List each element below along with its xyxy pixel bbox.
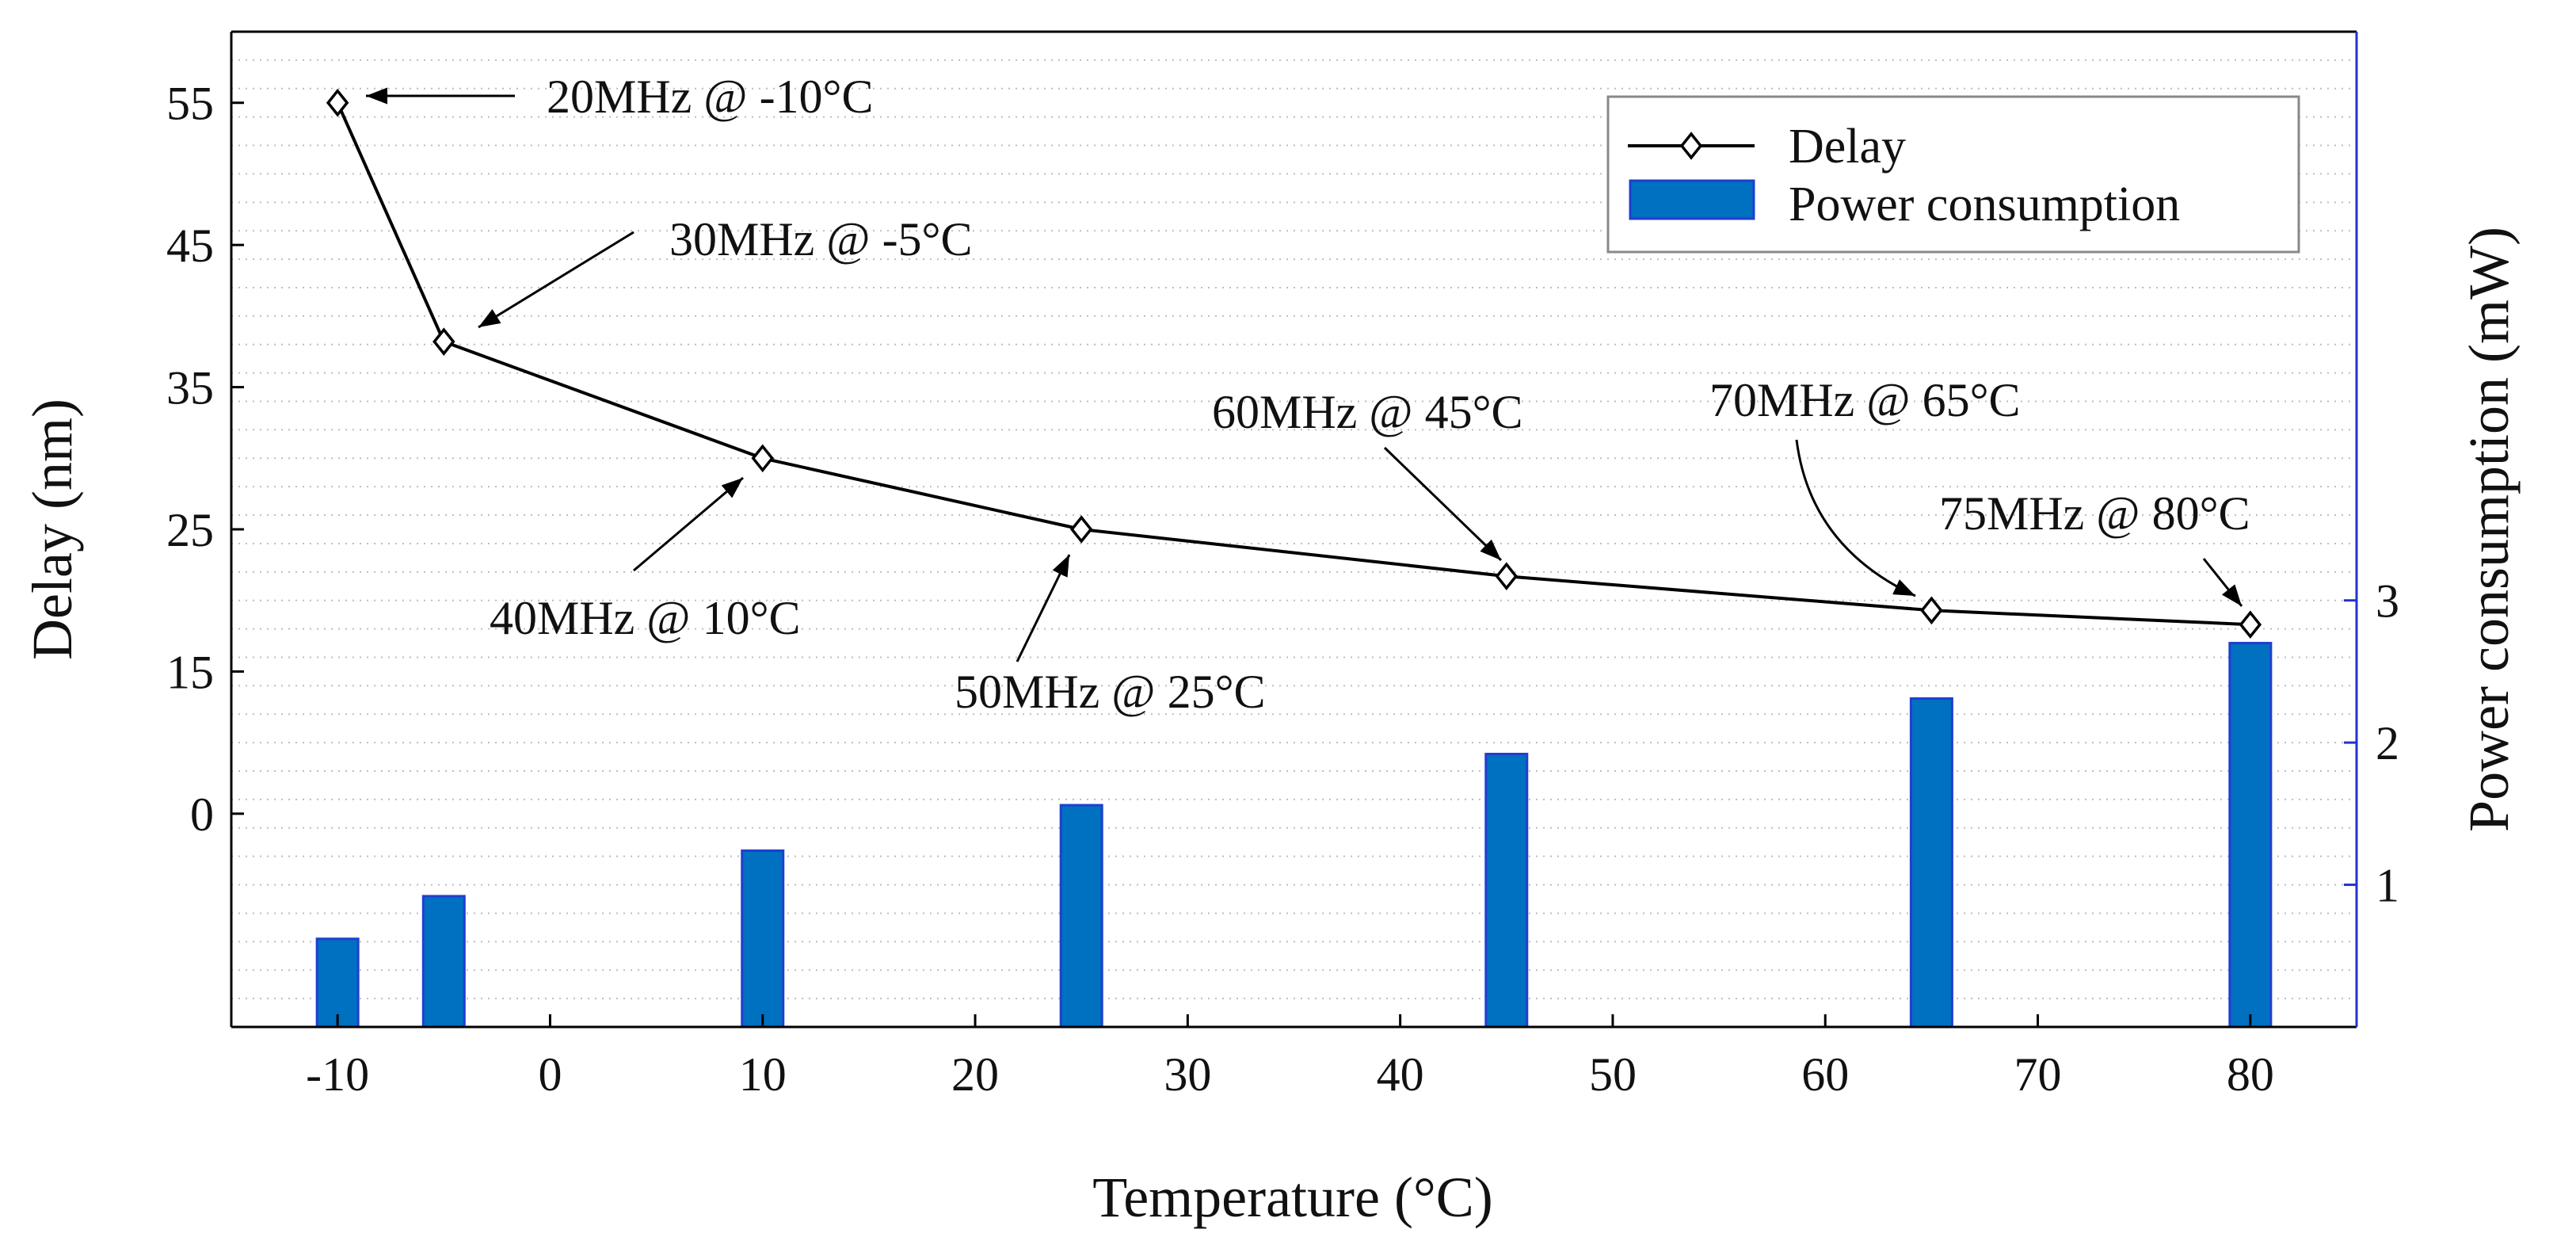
annotation-label: 75MHz @ 80°C [1939, 487, 2250, 540]
power-bar [1484, 752, 1529, 1029]
annotation-arrow [1383, 446, 1503, 562]
y-left-tick-label: 0 [190, 788, 214, 841]
annotation-label: 70MHz @ 65°C [1709, 374, 2021, 426]
annotation-label: 30MHz @ -5°C [669, 213, 973, 265]
annotation-arrow [1795, 439, 1916, 597]
annotation-label: 40MHz @ 10°C [490, 592, 801, 644]
annotation-label: 50MHz @ 25°C [955, 666, 1266, 718]
annotation-label: 60MHz @ 45°C [1212, 386, 1523, 438]
annotation-arrow [2202, 558, 2243, 607]
y-left-tick-label: 25 [166, 504, 214, 556]
legend: Delay Power consumption [1606, 95, 2300, 254]
delay-line [326, 88, 2262, 639]
power-bar [1059, 803, 1103, 1029]
x-axis-title: Temperature (°C) [1092, 1166, 1493, 1229]
delay-marker [326, 88, 349, 117]
left-axis-ticks: 55 45 35 25 15 0 [166, 78, 244, 841]
x-tick-label: 50 [1589, 1048, 1637, 1101]
legend-delay-label: Delay [1789, 120, 1906, 174]
power-bar [315, 937, 360, 1029]
y-left-tick-label: 55 [166, 78, 214, 130]
annotation-arrow [1016, 554, 1071, 662]
x-tick-label: 10 [739, 1048, 787, 1101]
delay-marker [751, 444, 774, 473]
x-tick-label: 80 [2227, 1048, 2274, 1101]
x-tick-label: 30 [1164, 1048, 1211, 1101]
power-bar [741, 849, 785, 1029]
legend-delay-marker [1679, 132, 1703, 160]
legend-power-label: Power consumption [1789, 177, 2180, 231]
y-right-tick-label: 1 [2376, 860, 2399, 912]
legend-power-swatch [1629, 179, 1755, 220]
y-right-axis-title: Power consumption (mW) [2457, 227, 2521, 832]
x-tick-label: 70 [2014, 1048, 2062, 1101]
delay-marker [2239, 610, 2262, 639]
x-axis-ticks: -10 0 10 20 30 40 50 60 70 80 [306, 1014, 2274, 1101]
x-tick-label: 0 [538, 1048, 562, 1101]
delay-marker [1069, 515, 1093, 544]
y-left-tick-label: 35 [166, 362, 214, 414]
x-tick-label: 40 [1377, 1048, 1424, 1101]
annotation-arrow [633, 476, 744, 572]
y-left-axis-title: Delay (nm) [21, 399, 84, 660]
x-tick-label: 60 [1801, 1048, 1849, 1101]
power-bar [421, 895, 466, 1029]
gridlines [231, 59, 2357, 1000]
legend-box [1606, 95, 2300, 254]
annotation-arrow [478, 231, 634, 329]
y-left-tick-label: 15 [166, 646, 214, 698]
right-axis-ticks: 1 2 3 [2344, 575, 2399, 912]
y-right-tick-label: 3 [2376, 575, 2399, 628]
delay-marker [1495, 562, 1519, 591]
delay-marker [433, 327, 455, 356]
x-tick-label: -10 [306, 1048, 369, 1101]
annotation-label: 20MHz @ -10°C [547, 71, 874, 123]
x-tick-label: 20 [951, 1048, 999, 1101]
annotations: 20MHz @ -10°C 30MHz @ -5°C 40MHz @ 10°C 50M… [366, 71, 2250, 718]
y-left-tick-label: 45 [166, 219, 214, 272]
y-right-tick-label: 2 [2376, 717, 2399, 769]
power-bar [1909, 697, 1953, 1029]
power-bar [2228, 642, 2273, 1029]
delay-marker [1920, 596, 1943, 625]
